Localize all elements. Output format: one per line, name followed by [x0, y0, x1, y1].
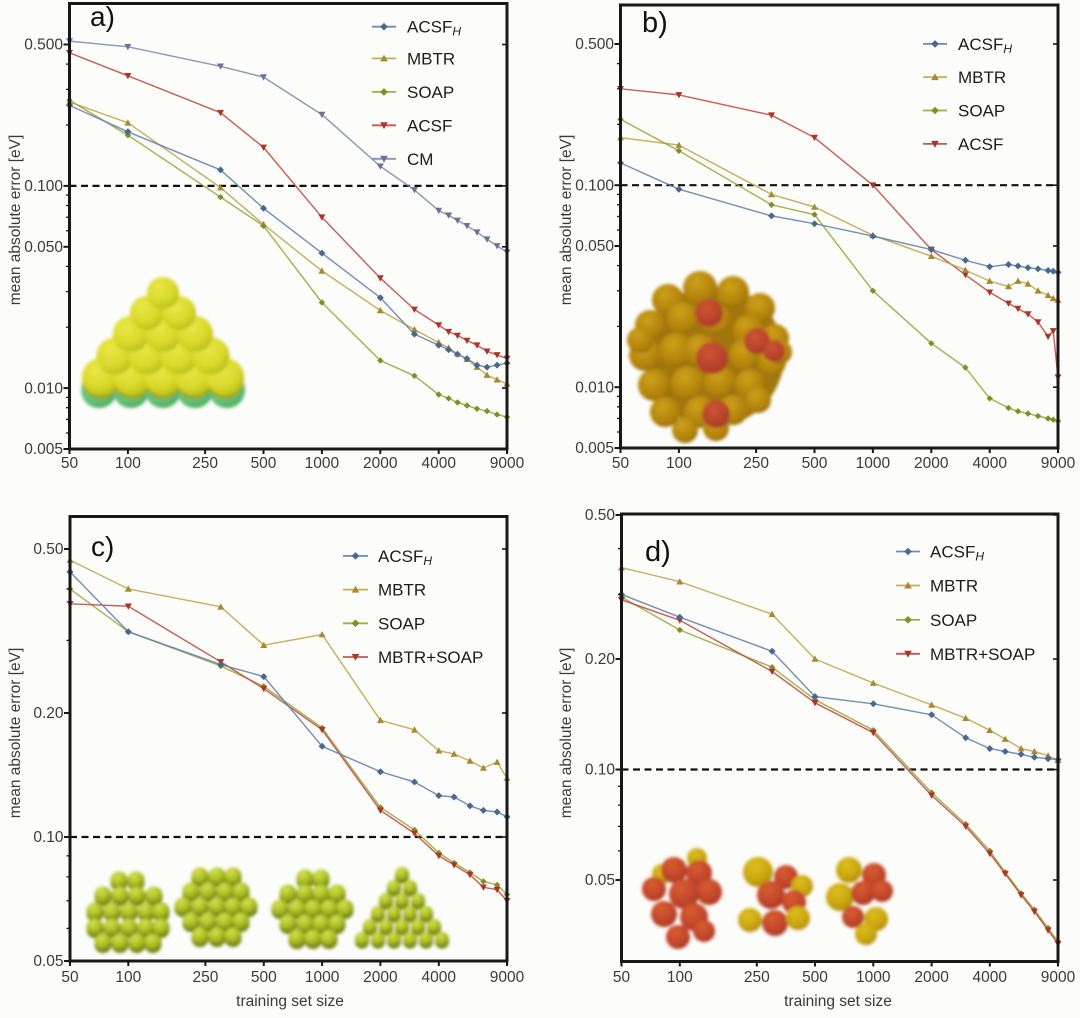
svg-text:1000: 1000 — [305, 455, 340, 472]
svg-text:0.500: 0.500 — [575, 36, 614, 53]
svg-text:ACSFH: ACSFH — [378, 547, 432, 568]
svg-text:250: 250 — [744, 969, 770, 986]
svg-text:100: 100 — [115, 455, 141, 472]
svg-text:0.05: 0.05 — [33, 953, 63, 970]
svg-text:0.500: 0.500 — [24, 37, 63, 54]
svg-text:100: 100 — [666, 455, 692, 472]
svg-text:50: 50 — [612, 455, 630, 472]
svg-text:mean absolute error [eV]: mean absolute error [eV] — [558, 648, 575, 819]
svg-text:4000: 4000 — [421, 455, 456, 472]
svg-text:9000: 9000 — [490, 969, 525, 986]
svg-text:0.10: 0.10 — [585, 762, 616, 779]
svg-text:4000: 4000 — [972, 455, 1007, 472]
svg-text:0.05: 0.05 — [585, 872, 615, 889]
svg-text:250: 250 — [743, 455, 769, 472]
svg-text:0.010: 0.010 — [575, 379, 614, 396]
svg-text:100: 100 — [115, 969, 141, 986]
svg-text:2000: 2000 — [363, 455, 398, 472]
svg-text:0.20: 0.20 — [33, 705, 64, 722]
svg-text:0.010: 0.010 — [24, 380, 63, 397]
svg-text:9000: 9000 — [1041, 455, 1076, 472]
svg-text:1000: 1000 — [856, 969, 891, 986]
svg-text:MBTR: MBTR — [378, 581, 426, 600]
svg-text:0.20: 0.20 — [585, 651, 616, 668]
svg-text:d): d) — [645, 536, 671, 568]
svg-text:MBTR+SOAP: MBTR+SOAP — [930, 645, 1035, 664]
svg-text:9000: 9000 — [490, 455, 525, 472]
svg-text:50: 50 — [61, 969, 79, 986]
svg-text:CM: CM — [407, 150, 433, 169]
svg-text:SOAP: SOAP — [958, 102, 1005, 121]
svg-text:500: 500 — [251, 455, 277, 472]
svg-text:ACSFH: ACSFH — [407, 18, 461, 39]
svg-text:1000: 1000 — [305, 969, 340, 986]
svg-text:100: 100 — [667, 969, 693, 986]
svg-text:0.50: 0.50 — [585, 507, 616, 524]
svg-text:500: 500 — [251, 969, 277, 986]
svg-text:0.100: 0.100 — [24, 178, 63, 195]
svg-text:a): a) — [90, 1, 115, 32]
svg-text:mean absolute error [eV]: mean absolute error [eV] — [7, 648, 24, 819]
svg-text:MBTR: MBTR — [407, 49, 455, 68]
svg-text:0.005: 0.005 — [24, 441, 63, 458]
svg-text:250: 250 — [192, 455, 218, 472]
svg-text:0.10: 0.10 — [33, 829, 64, 846]
svg-text:0.050: 0.050 — [575, 238, 614, 255]
svg-text:50: 50 — [613, 969, 631, 986]
svg-text:b): b) — [642, 7, 668, 39]
svg-text:2000: 2000 — [914, 969, 949, 986]
svg-text:0.100: 0.100 — [575, 177, 614, 194]
svg-text:c): c) — [91, 531, 114, 562]
svg-text:500: 500 — [802, 455, 828, 472]
svg-text:250: 250 — [192, 969, 218, 986]
svg-text:SOAP: SOAP — [930, 611, 977, 630]
svg-text:MBTR: MBTR — [930, 577, 978, 596]
svg-text:ACSF: ACSF — [958, 135, 1003, 154]
svg-text:mean absolute error [eV]: mean absolute error [eV] — [558, 135, 575, 306]
svg-text:MBTR+SOAP: MBTR+SOAP — [378, 648, 483, 667]
svg-text:training set size: training set size — [784, 993, 892, 1010]
svg-text:ACSF: ACSF — [407, 116, 452, 135]
svg-text:4000: 4000 — [973, 969, 1008, 986]
svg-text:0.005: 0.005 — [575, 440, 614, 457]
svg-text:500: 500 — [802, 969, 828, 986]
svg-text:SOAP: SOAP — [407, 83, 454, 102]
svg-text:ACSFH: ACSFH — [958, 35, 1012, 56]
svg-text:0.050: 0.050 — [24, 239, 63, 256]
svg-text:0.50: 0.50 — [33, 541, 64, 558]
svg-text:2000: 2000 — [914, 455, 949, 472]
svg-text:training set size: training set size — [236, 993, 344, 1010]
svg-text:ACSFH: ACSFH — [930, 543, 984, 564]
svg-text:2000: 2000 — [363, 969, 398, 986]
svg-text:SOAP: SOAP — [378, 614, 425, 633]
svg-text:4000: 4000 — [422, 969, 457, 986]
svg-text:MBTR: MBTR — [958, 68, 1006, 87]
svg-text:50: 50 — [61, 455, 79, 472]
svg-text:9000: 9000 — [1041, 969, 1076, 986]
svg-text:mean absolute error [eV]: mean absolute error [eV] — [7, 135, 24, 306]
svg-text:1000: 1000 — [856, 455, 891, 472]
